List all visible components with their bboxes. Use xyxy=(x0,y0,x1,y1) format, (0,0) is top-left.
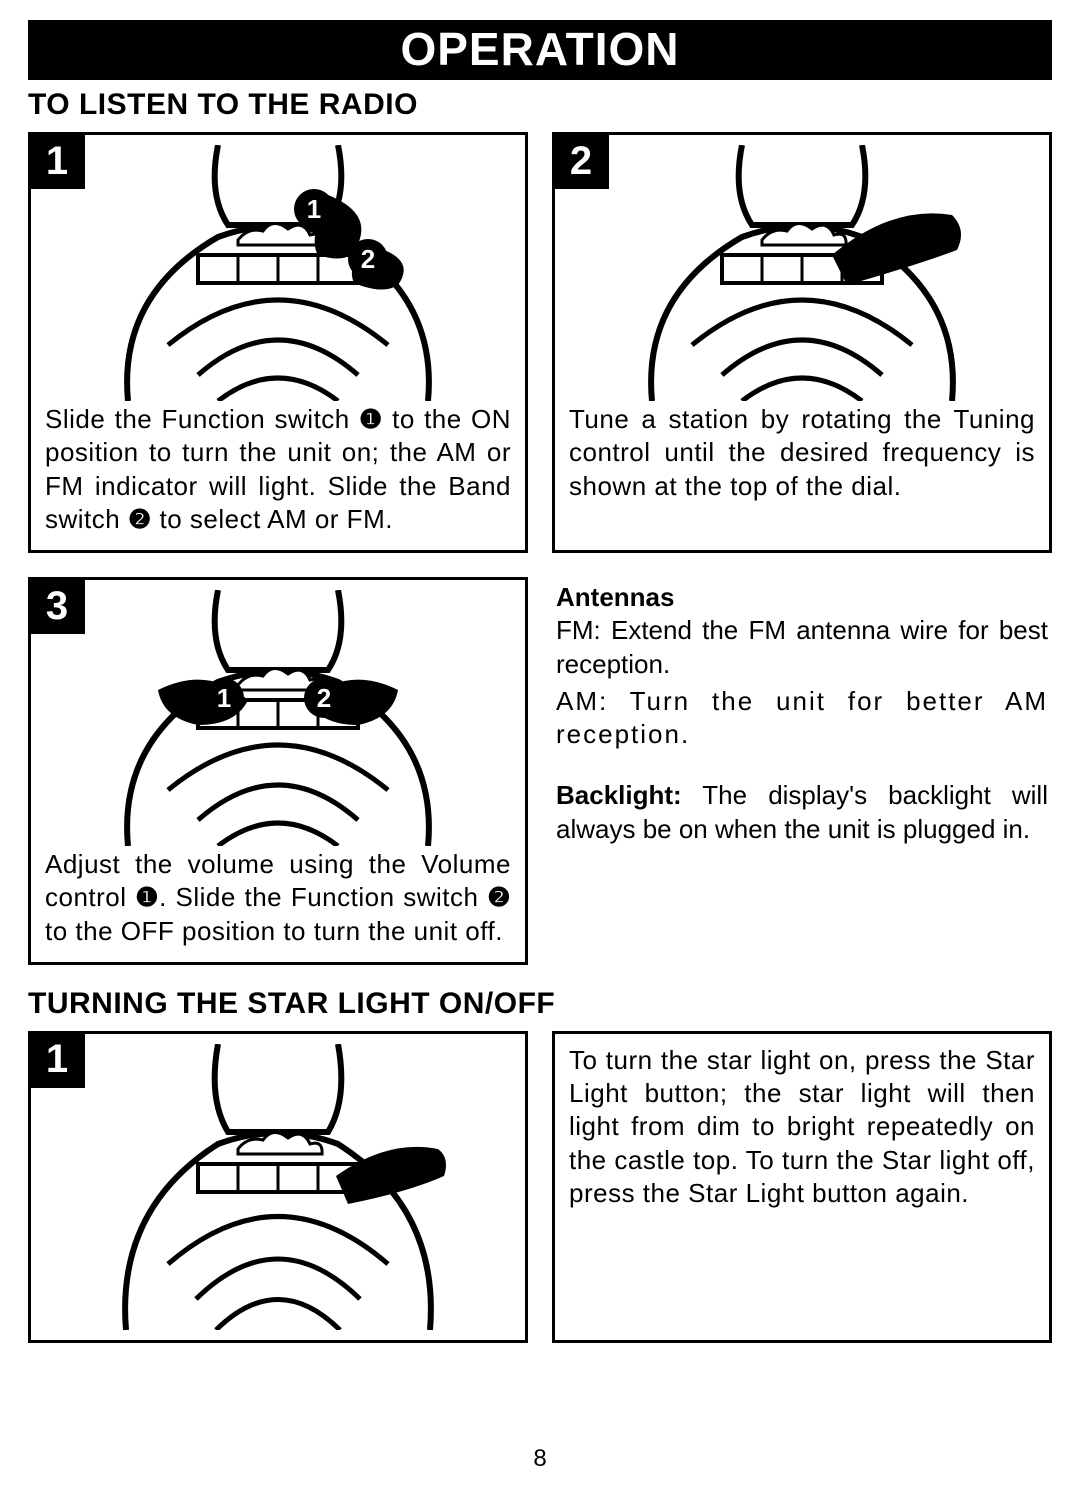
device-drawing xyxy=(622,145,982,401)
step-2-illustration xyxy=(569,143,1035,403)
step-1-illustration: 1 2 xyxy=(45,143,511,403)
circled-2-icon: ❷ xyxy=(128,503,152,536)
operation-header: OPERATION xyxy=(28,20,1052,80)
starlight-text: To turn the star light on, press the Sta… xyxy=(569,1044,1035,1210)
section-starlight-heading: TURNING THE STAR LIGHT ON/OFF xyxy=(28,987,1052,1021)
device-drawing xyxy=(98,1044,458,1330)
text-part: to select AM or FM. xyxy=(152,504,393,534)
antennas-am-text: AM: Turn the unit for better AM receptio… xyxy=(556,685,1048,752)
page-number: 8 xyxy=(0,1445,1080,1473)
step-2-panel: 2 Tune a station by rotating the xyxy=(552,132,1052,553)
section-radio-heading: TO LISTEN TO THE RADIO xyxy=(28,88,1052,122)
starlight-illustration xyxy=(45,1042,511,1332)
antennas-fm-text: FM: Extend the FM antenna wire for best … xyxy=(556,614,1048,681)
step-3-text: Adjust the volume using the Volume contr… xyxy=(45,848,511,948)
device-drawing: 1 2 xyxy=(98,145,458,401)
circled-2-icon: ❷ xyxy=(487,881,511,914)
antennas-heading: Antennas xyxy=(556,581,1048,614)
backlight-label: Backlight: xyxy=(556,780,682,810)
device-drawing: 1 2 xyxy=(98,590,458,846)
starlight-step-1-panel: 1 xyxy=(28,1031,528,1343)
starlight-grid: 1 To turn the star light o xyxy=(28,1031,1052,1343)
step-2-text: Tune a station by rotating the Tuning co… xyxy=(569,403,1035,503)
text-part: Slide the Function switch xyxy=(45,404,359,434)
circled-1-icon: ❶ xyxy=(359,403,383,436)
info-block: Antennas FM: Extend the FM antenna wire … xyxy=(552,577,1052,965)
callout-2: 2 xyxy=(348,239,388,279)
radio-steps-grid: 1 1 2 xyxy=(28,132,1052,965)
backlight-text: Backlight: The display's backlight will … xyxy=(556,779,1048,846)
step-3-illustration: 1 2 xyxy=(45,588,511,848)
text-part: to the OFF position to turn the unit off… xyxy=(45,916,503,946)
circled-1-icon: ❶ xyxy=(135,881,159,914)
step-1-text: Slide the Function switch ❶ to the ON po… xyxy=(45,403,511,536)
callout-1: 1 xyxy=(294,189,334,229)
step-3-panel: 3 1 2 xyxy=(28,577,528,965)
callout-1: 1 xyxy=(204,678,244,718)
starlight-text-panel: To turn the star light on, press the Sta… xyxy=(552,1031,1052,1343)
text-part: . Slide the Function switch xyxy=(159,882,487,912)
step-1-panel: 1 1 2 xyxy=(28,132,528,553)
callout-2: 2 xyxy=(304,678,344,718)
